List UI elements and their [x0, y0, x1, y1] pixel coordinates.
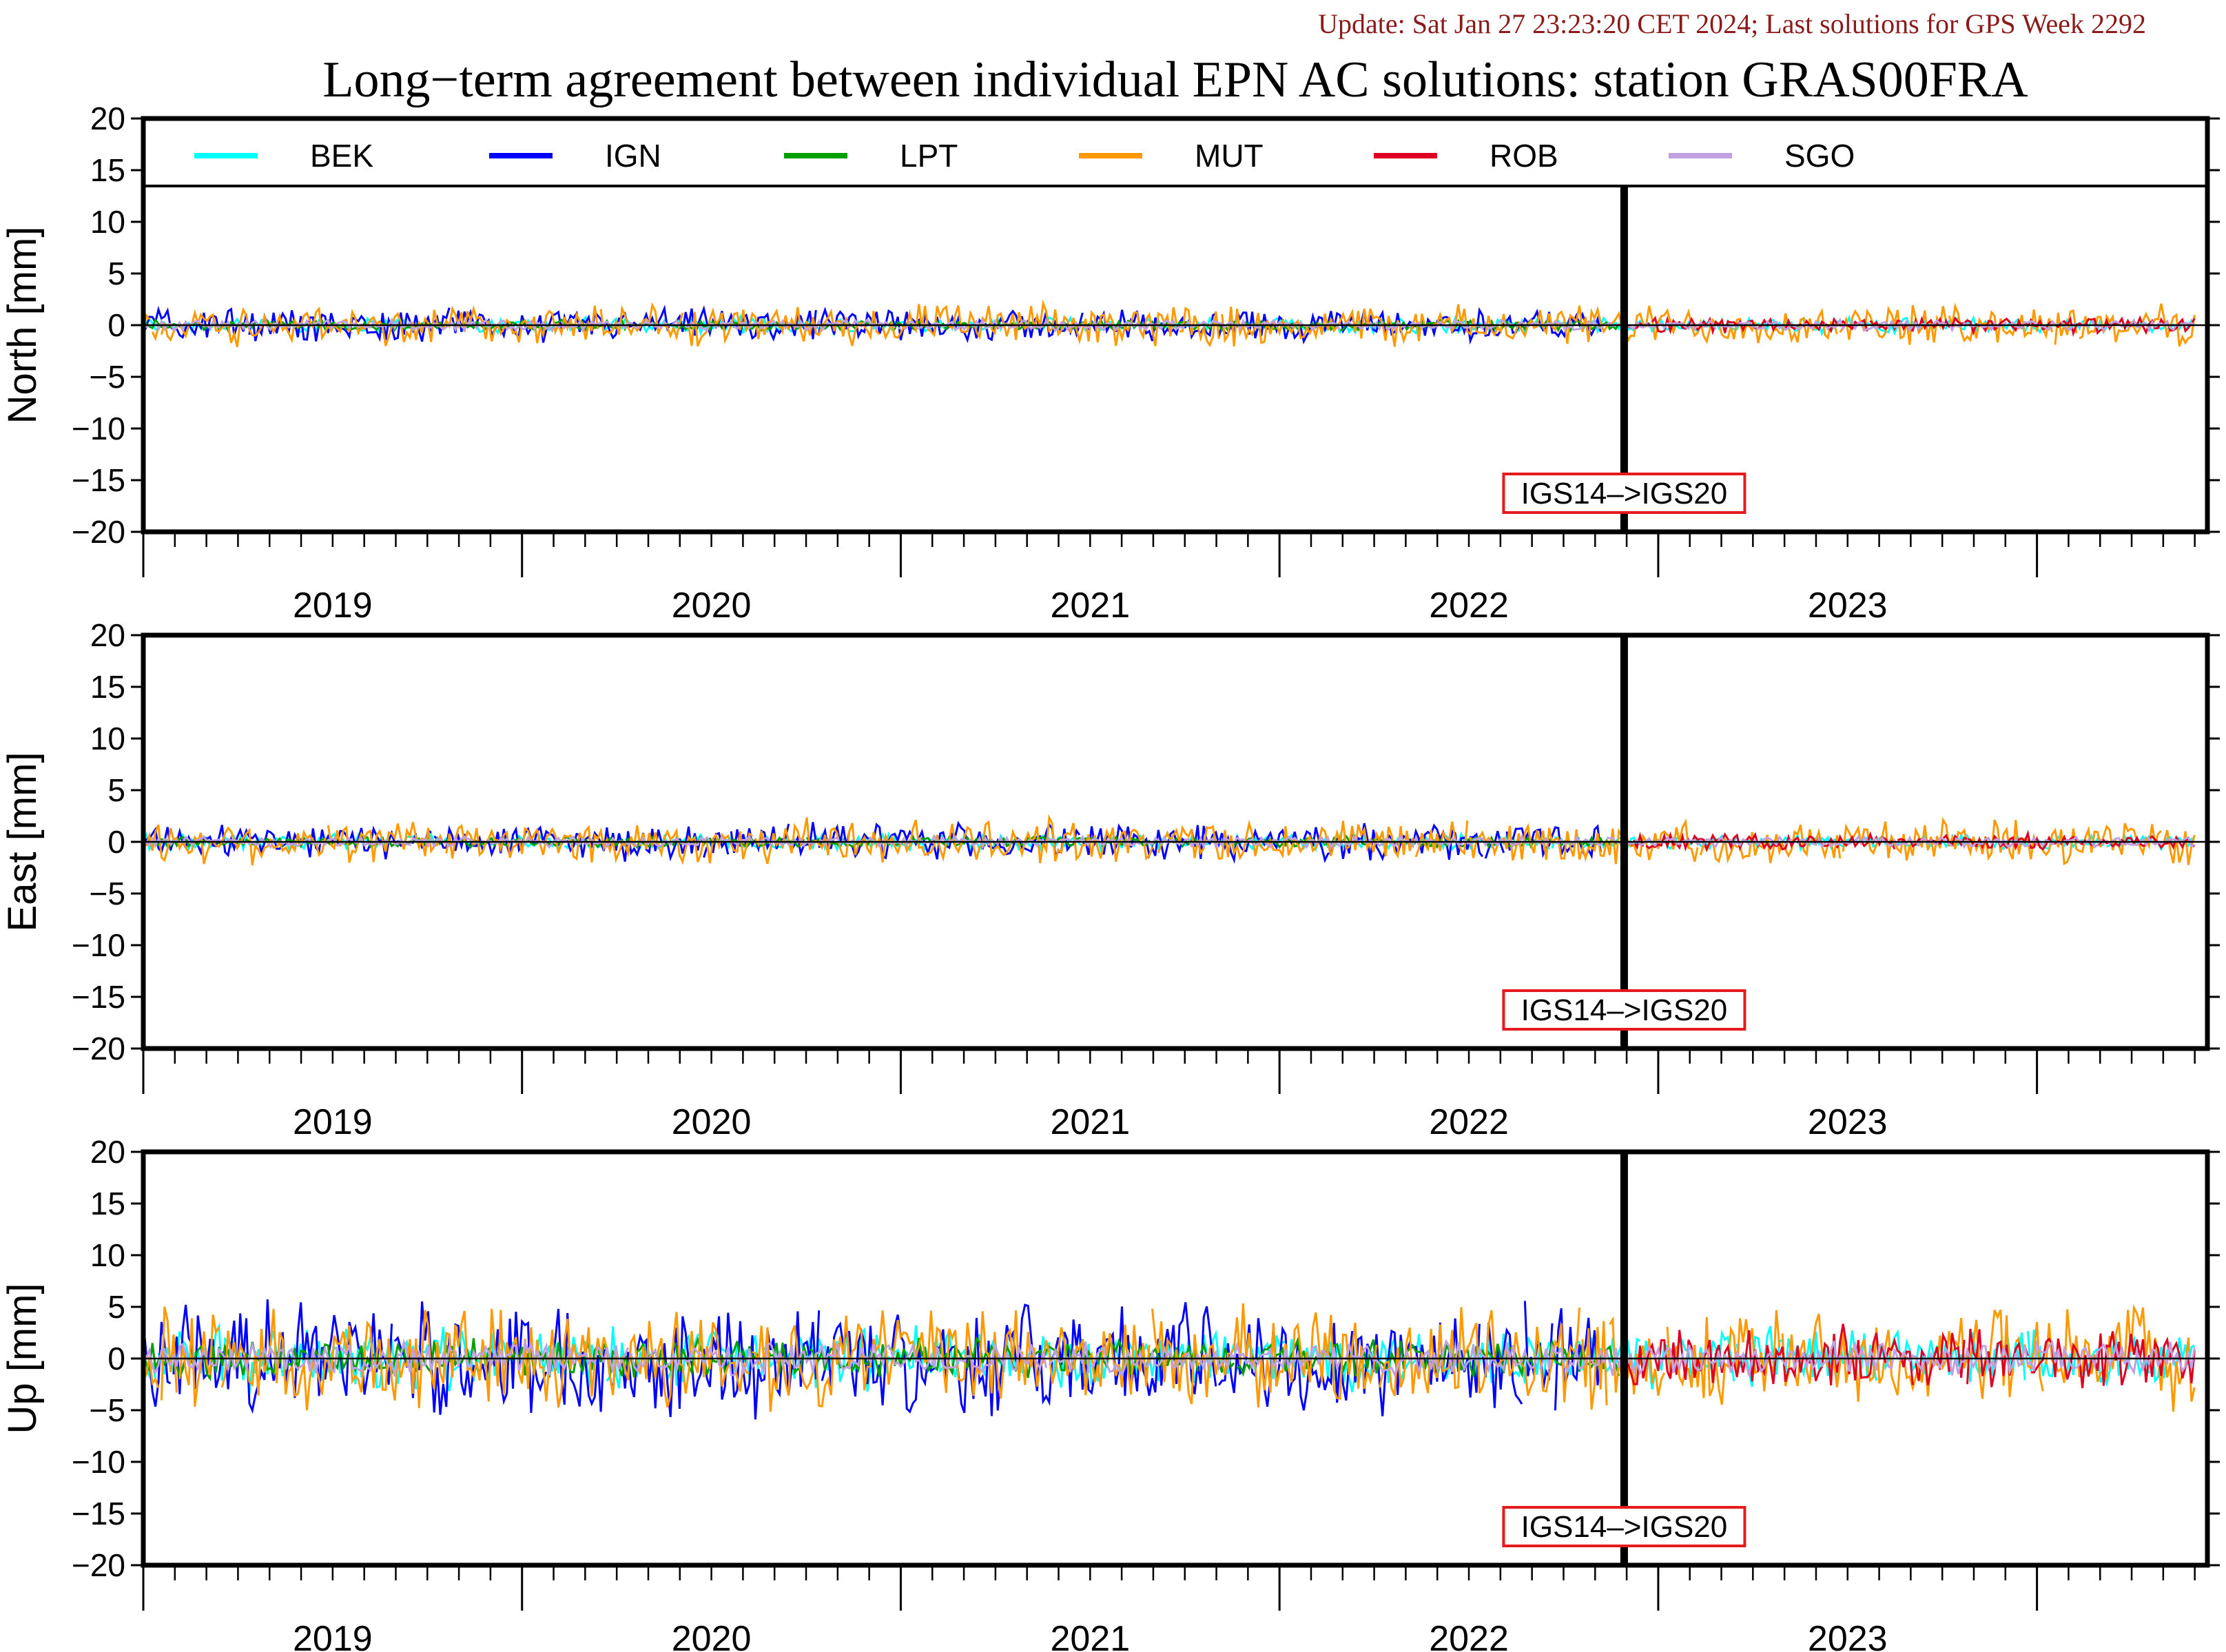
- y-tick-label: 15: [90, 669, 125, 705]
- y-tick-label: 10: [90, 1237, 125, 1273]
- x-year-label: 2022: [1429, 1102, 1509, 1142]
- y-tick-label: −20: [72, 514, 125, 550]
- page-title: Long−term agreement between individual E…: [322, 52, 2028, 108]
- y-tick-label: 20: [90, 617, 125, 653]
- series-rob-line: [1630, 829, 2195, 852]
- frame-change-label: IGS14–>IGS20: [1521, 1510, 1728, 1544]
- x-year-label: 2019: [293, 1102, 373, 1142]
- legend-label-bek: BEK: [310, 138, 373, 174]
- y-tick-label: −10: [72, 927, 125, 963]
- series-mut-line: [143, 1303, 2196, 1412]
- y-axis-label: North [mm]: [0, 227, 45, 424]
- y-tick-label: 20: [90, 101, 125, 136]
- y-tick-label: 20: [90, 1134, 125, 1170]
- y-axis-label: Up [mm]: [0, 1283, 45, 1434]
- y-tick-label: 5: [107, 1289, 125, 1325]
- legend-label-mut: MUT: [1195, 138, 1264, 174]
- y-tick-label: 0: [107, 1341, 125, 1376]
- legend-label-sgo: SGO: [1784, 138, 1855, 174]
- y-tick-label: 0: [107, 307, 125, 343]
- panel-east: IGS14–>IGS20 20 15 10 5 0 −5 −10 −15 −20 East [mm]…: [0, 617, 2220, 1142]
- y-tick-label: −10: [72, 1444, 125, 1480]
- legend-label-ign: IGN: [605, 138, 661, 174]
- y-tick-label: 10: [90, 721, 125, 756]
- y-tick-label: 10: [90, 204, 125, 240]
- x-year-label: 2021: [1050, 1102, 1130, 1142]
- x-year-label: 2023: [1808, 1619, 1888, 1652]
- y-axis-label: East [mm]: [0, 752, 45, 931]
- panel-north: IGS14–>IGS20 BEK IGN LPT MUT ROB SGO 20 15 10 5 0 −5…: [0, 101, 2220, 626]
- plot-area: [143, 1299, 2196, 1420]
- y-tick-label: 5: [107, 256, 125, 291]
- x-year-label: 2020: [672, 1619, 752, 1652]
- y-tick-label: 5: [107, 772, 125, 808]
- x-year-label: 2023: [1808, 586, 1888, 626]
- x-year-label: 2021: [1050, 1619, 1130, 1652]
- y-tick-label: −5: [90, 359, 125, 395]
- y-tick-label: 15: [90, 152, 125, 188]
- legend-label-rob: ROB: [1490, 138, 1558, 174]
- y-tick-label: −20: [72, 1547, 125, 1583]
- y-tick-label: 15: [90, 1186, 125, 1221]
- frame-change-label: IGS14–>IGS20: [1521, 477, 1728, 510]
- y-tick-label: −15: [72, 1496, 125, 1531]
- x-year-label: 2019: [293, 586, 373, 626]
- y-tick-label: −15: [72, 462, 125, 498]
- frame-change-box: [1502, 1506, 1746, 1547]
- series-rob-line: [1627, 1323, 2196, 1389]
- y-tick-label: −5: [90, 876, 125, 911]
- x-year-label: 2021: [1050, 586, 1130, 626]
- x-year-label: 2023: [1808, 1102, 1888, 1142]
- frame-change-label: IGS14–>IGS20: [1521, 993, 1728, 1027]
- x-year-label: 2020: [672, 586, 752, 626]
- x-year-label: 2022: [1429, 586, 1509, 626]
- x-year-label: 2020: [672, 1102, 752, 1142]
- y-tick-label: −10: [72, 411, 125, 446]
- legend-label-lpt: LPT: [900, 138, 958, 174]
- panel-up: IGS14–>IGS20 20 15 10 5 0 −5 −10 −15 −20 Up [mm] 20…: [0, 1134, 2220, 1652]
- update-line: Update: Sat Jan 27 23:23:20 CET 2024; La…: [1318, 8, 2146, 39]
- x-year-label: 2019: [293, 1619, 373, 1652]
- frame-change-box: [1502, 989, 1746, 1031]
- y-tick-label: −5: [90, 1392, 125, 1428]
- y-tick-label: −20: [72, 1031, 125, 1066]
- y-tick-label: −15: [72, 979, 125, 1015]
- frame-change-box: [1502, 473, 1746, 514]
- series-sgo-line: [143, 1338, 2196, 1378]
- x-year-label: 2022: [1429, 1619, 1509, 1652]
- y-tick-label: 0: [107, 824, 125, 860]
